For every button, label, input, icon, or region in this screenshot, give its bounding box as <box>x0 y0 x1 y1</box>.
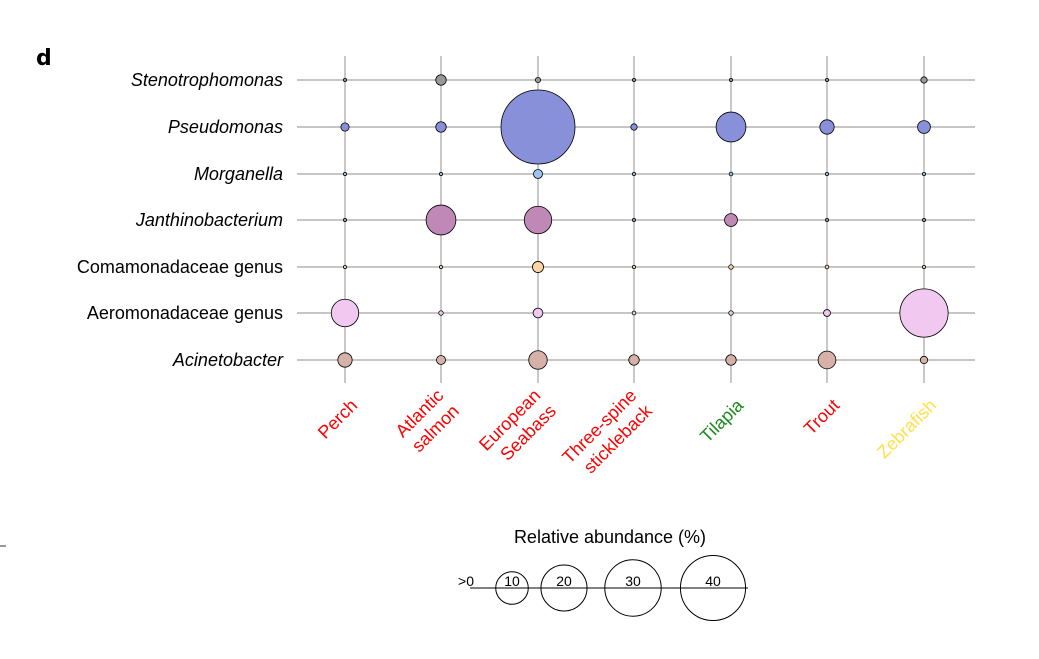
row-label: Janthinobacterium <box>135 210 283 230</box>
column-label: Atlanticsalmon <box>392 385 463 456</box>
bubble <box>523 205 553 235</box>
bubble <box>922 217 927 222</box>
bubble <box>438 264 443 269</box>
bubble <box>534 76 542 84</box>
bubble <box>342 217 347 222</box>
bubble <box>899 288 949 338</box>
column-label-text: Trout <box>800 395 843 438</box>
bubble <box>724 213 738 227</box>
bubble <box>725 354 737 366</box>
bubble <box>500 89 576 165</box>
bubble <box>436 355 446 365</box>
row-label: Comamonadaceae genus <box>77 257 283 277</box>
size-legend: Relative abundance (%) >0 10 20 30 40 <box>458 527 748 622</box>
bubble <box>337 352 353 368</box>
bubble <box>823 309 831 317</box>
legend-circle <box>679 554 747 622</box>
legend-circle <box>540 564 588 612</box>
row-label: Aeromonadaceae genus <box>87 303 283 323</box>
bubble <box>632 78 637 83</box>
bubble <box>342 78 347 83</box>
bubble <box>342 264 347 269</box>
bubble <box>425 204 457 236</box>
bubble <box>819 119 835 135</box>
legend-size-label: 10 <box>504 573 520 589</box>
bubble <box>630 123 638 131</box>
column-label: EuropeanSeabass <box>475 385 560 470</box>
column-label-line: Tilapia <box>696 394 748 446</box>
bubble <box>632 264 637 269</box>
column-label-text: Tilapia <box>696 394 748 446</box>
row-label: Stenotrophomonas <box>131 70 283 90</box>
bubble <box>532 307 544 319</box>
bubble <box>728 171 734 177</box>
bubble <box>533 169 543 179</box>
legend-zero-label: >0 <box>458 573 474 589</box>
legend-size-label: 20 <box>556 573 572 589</box>
bubble <box>817 350 837 370</box>
column-label: Tilapia <box>696 394 748 446</box>
bubble <box>922 264 927 269</box>
column-labels: Perch Atlanticsalmon EuropeanSeabassThree-… <box>314 385 940 483</box>
bubble <box>825 217 830 222</box>
legend-title: Relative abundance (%) <box>514 527 706 547</box>
column-label-text: Perch <box>314 395 361 442</box>
column-label-line: Trout <box>800 395 843 438</box>
bubble <box>330 298 360 328</box>
bubble <box>728 264 734 270</box>
legend-size-label: 30 <box>625 573 641 589</box>
bubble <box>920 76 928 84</box>
bubble <box>729 78 734 83</box>
bubble <box>715 111 747 143</box>
row-label: Morganella <box>194 164 283 184</box>
column-label-text: EuropeanSeabass <box>475 385 560 470</box>
bubble <box>917 120 931 134</box>
bubble <box>528 350 548 370</box>
bubble <box>628 354 640 366</box>
bubble <box>435 74 447 86</box>
bubble <box>632 171 637 176</box>
column-label-line: Zebrafish <box>873 395 940 462</box>
row-labels: Stenotrophomonas Pseudomonas Morganella Jan… <box>77 70 284 370</box>
bubble <box>342 171 347 176</box>
bubble <box>340 122 350 132</box>
row-label: Acinetobacter <box>172 350 284 370</box>
bubble <box>728 310 734 316</box>
column-label-text: Atlanticsalmon <box>392 385 463 456</box>
bubble <box>825 78 830 83</box>
bubble <box>435 121 447 133</box>
column-label: Three-spinestickleback <box>558 385 656 483</box>
panel-letter: d <box>36 46 52 71</box>
bubble <box>919 355 929 365</box>
column-label: Zebrafish <box>873 395 940 462</box>
column-label-text: Zebrafish <box>873 395 940 462</box>
column-label-line: Perch <box>314 395 361 442</box>
column-label: Perch <box>314 395 361 442</box>
bubbles <box>330 74 949 370</box>
bubble <box>824 264 830 270</box>
bubble <box>532 261 544 273</box>
legend-circle <box>604 559 662 617</box>
bubble <box>438 310 444 316</box>
bubble <box>632 217 637 222</box>
bubble <box>631 310 637 316</box>
row-label: Pseudomonas <box>168 117 283 137</box>
legend-size-label: 40 <box>705 573 721 589</box>
bubble <box>825 171 830 176</box>
legend-circle <box>495 571 529 605</box>
column-label-text: Three-spinestickleback <box>558 385 656 483</box>
grid-lines <box>297 56 975 383</box>
bubble <box>438 171 443 176</box>
bubble <box>922 171 927 176</box>
column-label: Trout <box>800 395 843 438</box>
